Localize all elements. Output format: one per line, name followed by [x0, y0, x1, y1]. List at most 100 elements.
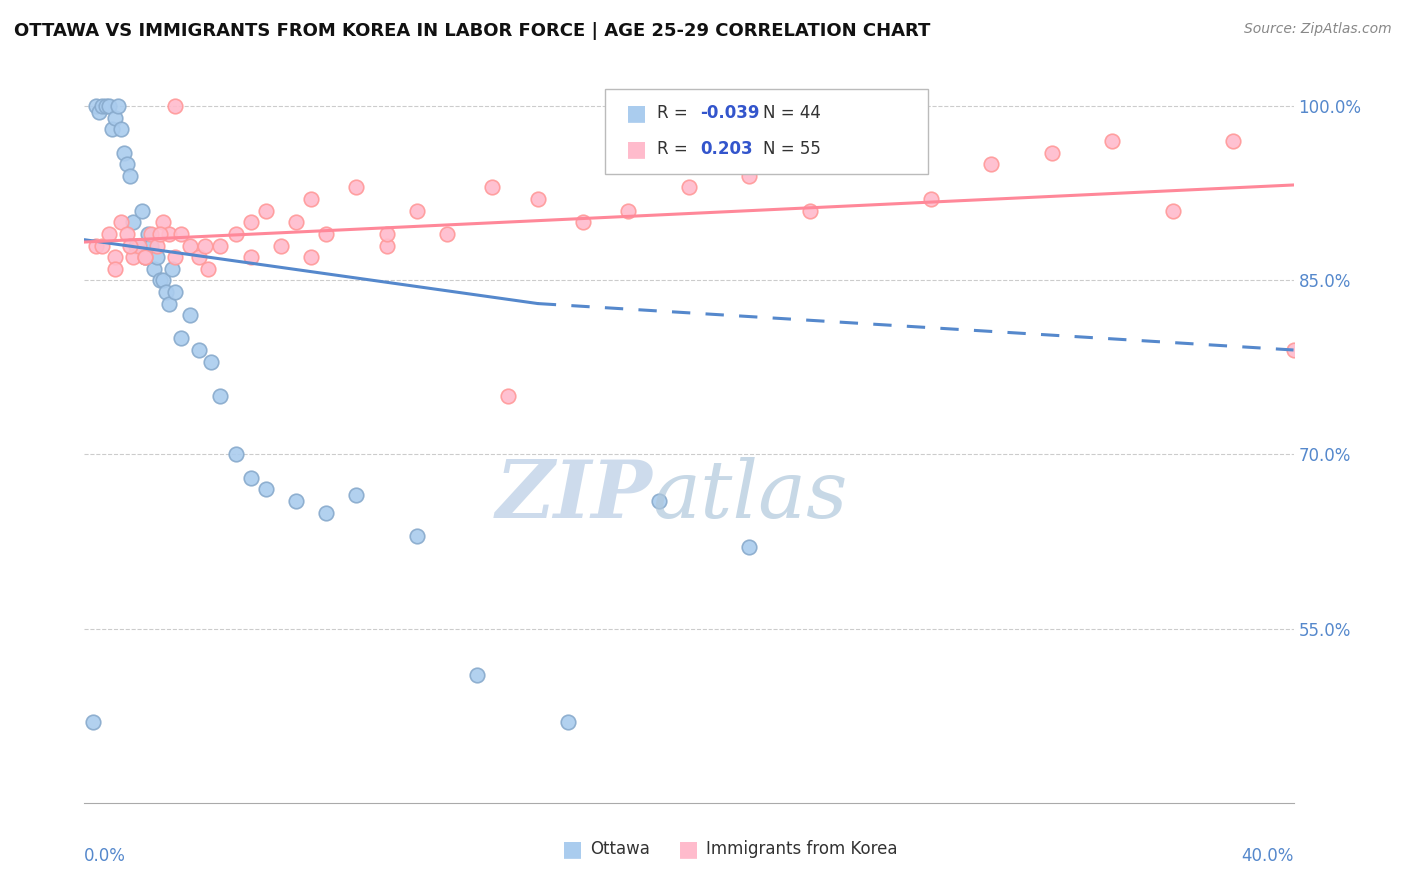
- Point: [738, 169, 761, 183]
- Point: [118, 238, 141, 252]
- Point: [527, 192, 550, 206]
- Point: [436, 227, 458, 241]
- Point: [179, 308, 201, 322]
- Text: OTTAWA VS IMMIGRANTS FROM KOREA IN LABOR FORCE | AGE 25-29 CORRELATION CHART: OTTAWA VS IMMIGRANTS FROM KOREA IN LABOR…: [14, 22, 931, 40]
- Point: [104, 111, 127, 125]
- Point: [128, 238, 150, 252]
- Point: [346, 488, 368, 502]
- Point: [285, 494, 308, 508]
- Point: [270, 238, 292, 252]
- Point: [239, 250, 262, 264]
- Point: [375, 227, 398, 241]
- Point: [254, 203, 277, 218]
- Point: [134, 250, 156, 264]
- Point: [100, 122, 122, 136]
- Point: [209, 389, 232, 403]
- Point: [1040, 145, 1063, 160]
- Point: [678, 180, 700, 194]
- Point: [170, 227, 193, 241]
- Point: [648, 494, 671, 508]
- Point: [149, 273, 172, 287]
- Point: [315, 227, 337, 241]
- Point: [375, 238, 398, 252]
- Point: [110, 122, 132, 136]
- Point: [225, 448, 247, 462]
- Point: [188, 250, 211, 264]
- Point: [134, 250, 156, 264]
- Point: [406, 203, 429, 218]
- Point: [82, 714, 104, 729]
- Point: [152, 273, 174, 287]
- Point: [799, 203, 821, 218]
- Point: [1222, 134, 1244, 148]
- Point: [97, 227, 120, 241]
- Point: [86, 99, 108, 113]
- Point: [239, 471, 262, 485]
- Point: [285, 215, 308, 229]
- Point: [149, 227, 172, 241]
- Point: [139, 227, 162, 241]
- Point: [91, 238, 114, 252]
- Point: [104, 250, 127, 264]
- Point: [572, 215, 595, 229]
- Point: [128, 238, 150, 252]
- Point: [406, 529, 429, 543]
- Point: [165, 285, 187, 299]
- Point: [346, 180, 368, 194]
- Point: [299, 250, 322, 264]
- Point: [920, 192, 942, 206]
- Point: [315, 506, 337, 520]
- Point: [557, 714, 579, 729]
- Text: R =: R =: [657, 104, 693, 122]
- Point: [121, 250, 143, 264]
- Point: [225, 227, 247, 241]
- Point: [112, 145, 135, 160]
- Point: [121, 215, 143, 229]
- Point: [1161, 203, 1184, 218]
- Point: [254, 483, 277, 497]
- Point: [139, 238, 162, 252]
- Point: [104, 261, 127, 276]
- Text: N = 55: N = 55: [763, 140, 821, 158]
- Point: [481, 180, 503, 194]
- Point: [131, 203, 153, 218]
- Text: R =: R =: [657, 140, 693, 158]
- Text: ZIP: ZIP: [496, 457, 652, 534]
- Text: ■: ■: [678, 839, 699, 859]
- Text: -0.039: -0.039: [700, 104, 759, 122]
- Point: [152, 215, 174, 229]
- Text: 40.0%: 40.0%: [1241, 847, 1294, 864]
- Point: [110, 215, 132, 229]
- Point: [146, 238, 169, 252]
- Point: [134, 250, 156, 264]
- Point: [94, 99, 117, 113]
- Point: [155, 285, 177, 299]
- Point: [188, 343, 211, 357]
- Text: N = 44: N = 44: [763, 104, 821, 122]
- Point: [136, 227, 159, 241]
- Point: [160, 261, 183, 276]
- Point: [165, 250, 187, 264]
- Text: 0.203: 0.203: [700, 140, 752, 158]
- Point: [146, 250, 169, 264]
- Point: [91, 99, 114, 113]
- Point: [170, 331, 193, 345]
- Point: [467, 668, 489, 682]
- Point: [86, 238, 108, 252]
- Point: [142, 261, 165, 276]
- Point: [1101, 134, 1123, 148]
- Point: [115, 157, 138, 171]
- Text: Immigrants from Korea: Immigrants from Korea: [706, 840, 897, 858]
- Text: Ottawa: Ottawa: [591, 840, 651, 858]
- Point: [1282, 343, 1305, 357]
- Text: ■: ■: [626, 103, 647, 123]
- Point: [157, 227, 180, 241]
- Text: ■: ■: [562, 839, 583, 859]
- Point: [89, 105, 111, 120]
- Point: [125, 238, 148, 252]
- Point: [859, 145, 882, 160]
- Text: 0.0%: 0.0%: [84, 847, 127, 864]
- Point: [617, 203, 640, 218]
- Point: [107, 99, 129, 113]
- Point: [118, 169, 141, 183]
